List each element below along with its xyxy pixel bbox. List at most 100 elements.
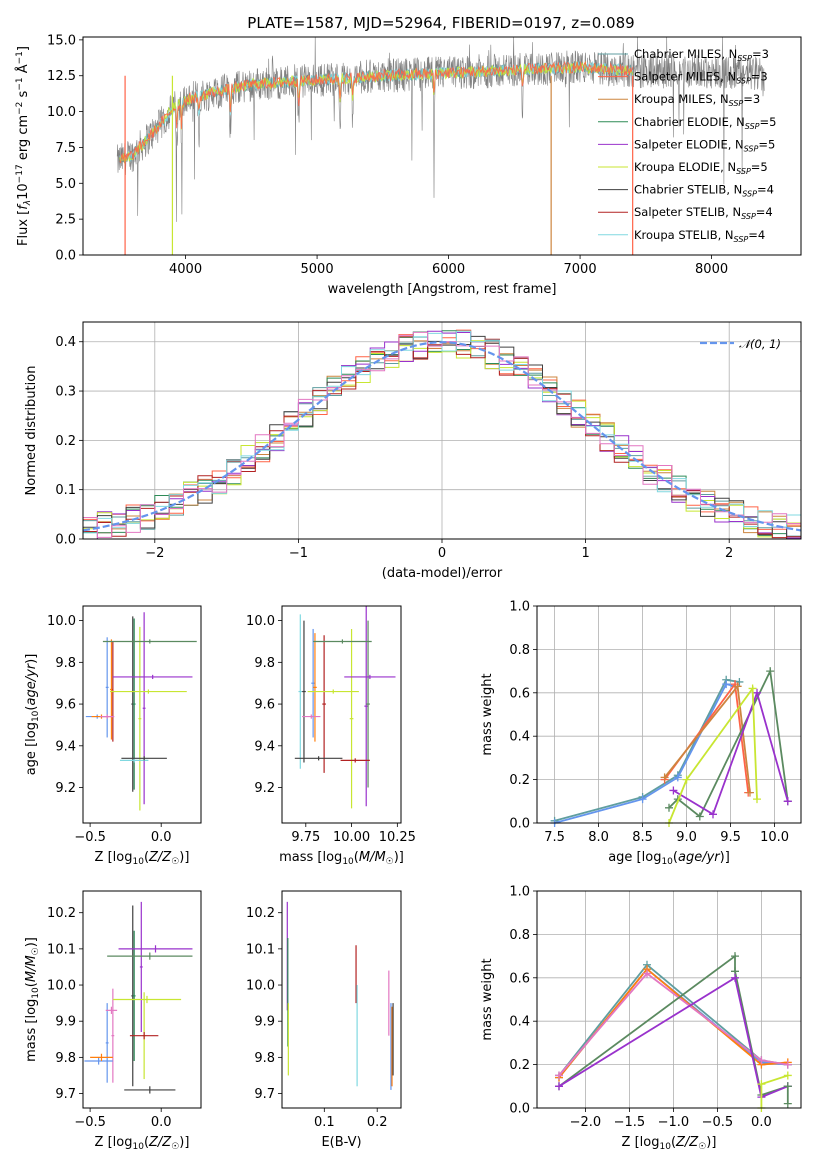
weight-point-marker [665, 803, 673, 812]
x-tick-label: 7.5 [544, 830, 565, 845]
axes-spectrum: 4000 5000 6000 7000 8000 0.0 2.5 5.0 7.5 10.0 12.5… [47, 33, 728, 277]
errorbar-point [139, 901, 143, 1033]
x-tick-label: 10.00 [333, 830, 370, 845]
errorbar-point [112, 995, 182, 1004]
y-tick-label: 0.0 [55, 533, 76, 548]
age-vs-mass-frame [281, 605, 402, 824]
spectrum-frame [82, 36, 802, 256]
y-tick-label: 10.0 [47, 979, 76, 994]
axes-mass-vs-ebv: 0.1 0.2 9.7 9.8 9.9 10.0 10.1 10.2 [246, 906, 387, 1130]
x-tick-label: 4000 [169, 262, 202, 277]
errorbar-point [105, 637, 109, 738]
y-tick-label: 9.9 [55, 1015, 76, 1030]
weight-series-line [554, 683, 736, 824]
x-tick-label: −2.0 [570, 1115, 602, 1130]
weight-point-marker [735, 677, 744, 686]
weight-vs-age-frame [536, 605, 802, 824]
errorbar-point [294, 756, 343, 761]
errorbar-point [311, 628, 315, 738]
y-tick-label: 10.0 [47, 614, 76, 629]
x-tick-label: 6000 [432, 262, 465, 277]
x-tick-label: 10.0 [760, 830, 789, 845]
errorbar-point [105, 1006, 118, 1014]
y-axis-label: Flux [fλ10−17 erg cm−2 s−1 Å−1] [15, 46, 33, 246]
residual-histogram [83, 330, 801, 540]
y-tick-label: 0.0 [509, 817, 530, 832]
errorbar-point [100, 714, 115, 719]
mass-vs-z-frame [82, 890, 202, 1109]
y-tick-label: 10.1 [47, 942, 76, 957]
axes-age-vs-mass: 9.75 10.00 10.25 9.2 9.4 9.6 9.8 10.0 [246, 614, 416, 845]
legend-label: 𝒩(0, 1) [739, 337, 781, 351]
y-tick-label: 9.4 [254, 739, 275, 754]
y-tick-label: 0.2 [55, 434, 76, 449]
errorbar-point [121, 756, 167, 761]
y-tick-label: 10.0 [246, 614, 275, 629]
weight-point-marker [731, 973, 739, 982]
weight-point-marker [757, 1080, 766, 1089]
weight-point-marker [733, 682, 742, 691]
x-tick-label: 9.5 [720, 830, 741, 845]
x-tick-label: −0.5 [702, 1115, 734, 1130]
y-tick-label: 0.8 [509, 643, 530, 658]
x-axis-label: Z [log10(Z/Z☉)] [95, 850, 190, 867]
y-tick-label: 12.5 [47, 69, 76, 84]
y-tick-label: 9.6 [254, 698, 275, 713]
y-axis-label: age [log10(age/yr)] [24, 654, 41, 776]
y-tick-label: 1.0 [509, 600, 530, 615]
y-tick-label: 2.5 [55, 213, 76, 228]
x-axis-label: mass [log10(M/M☉)] [279, 850, 404, 867]
errorbar-point [366, 620, 370, 788]
legend-label: Chabrier MILES, NSSP=3 [634, 47, 769, 63]
x-tick-label: −2 [145, 546, 164, 561]
age-vs-z-frame [82, 605, 202, 824]
legend-label: Chabrier STELIB, NSSP=4 [634, 183, 774, 199]
x-tick-label: −1.0 [658, 1115, 690, 1130]
weight-point-marker [783, 1071, 792, 1080]
figure-title: PLATE=1587, MJD=52964, FIBERID=0197, z=0… [247, 14, 634, 32]
weight-point-marker [669, 786, 678, 795]
y-tick-label: 10.2 [47, 906, 76, 921]
weight-point-marker [745, 788, 754, 797]
errorbar-point [84, 1057, 113, 1065]
weight-point-marker [695, 812, 704, 821]
errorbar-point [313, 633, 317, 742]
x-tick-label: 9.0 [676, 830, 697, 845]
y-tick-label: 9.8 [254, 656, 275, 671]
errorbar-point [132, 930, 136, 1061]
errorbar-point [322, 635, 326, 773]
weight-point-marker [753, 688, 761, 697]
errorbar-point [298, 614, 303, 769]
errorbar-point [102, 639, 197, 644]
errorbar-point [142, 612, 146, 805]
x-tick-label: −1.5 [614, 1115, 646, 1130]
y-tick-label: 9.4 [55, 739, 76, 754]
errorbar-point [124, 1086, 176, 1094]
errorbar-point [118, 945, 193, 953]
x-axis-label: E(B-V) [321, 1135, 361, 1150]
x-axis-label: Z [log10(Z/Z☉)] [95, 1135, 190, 1152]
residuals-frame [82, 321, 802, 540]
weight-series-line [558, 972, 788, 1077]
x-tick-label: 2 [725, 546, 733, 561]
legend-label: Salpeter ELODIE, NSSP=5 [634, 137, 775, 153]
x-tick-label: −0.5 [74, 830, 106, 845]
x-axis-label: age [log10(age/yr)] [608, 850, 730, 867]
spectrum-legend: Chabrier MILES, NSSP=3 Salpeter MILES, NS… [598, 47, 776, 244]
y-tick-label: 0.6 [509, 971, 530, 986]
weight-series-line [668, 685, 758, 824]
x-tick-label: 0.0 [151, 1115, 172, 1130]
legend-label: Salpeter MILES, NSSP=3 [634, 70, 768, 86]
x-tick-label: 0.0 [151, 830, 172, 845]
x-tick-label: 1 [581, 546, 589, 561]
axes-weight-vs-z: −2.0 −1.5 −1.0 −0.5 0.0 0.0 0.2 0.4 0.6 0.8 1.0 [509, 885, 801, 1130]
x-tick-label: 0.2 [367, 1115, 388, 1130]
x-tick-label: −0.5 [74, 1115, 106, 1130]
weight-point-marker [757, 1056, 766, 1065]
y-tick-label: 9.7 [254, 1087, 275, 1102]
x-tick-label: 8.5 [632, 830, 653, 845]
x-tick-label: 10.25 [379, 830, 416, 845]
weight-series-line [554, 678, 740, 822]
y-tick-label: 0.3 [55, 385, 76, 400]
x-tick-label: 0.1 [314, 1115, 335, 1130]
